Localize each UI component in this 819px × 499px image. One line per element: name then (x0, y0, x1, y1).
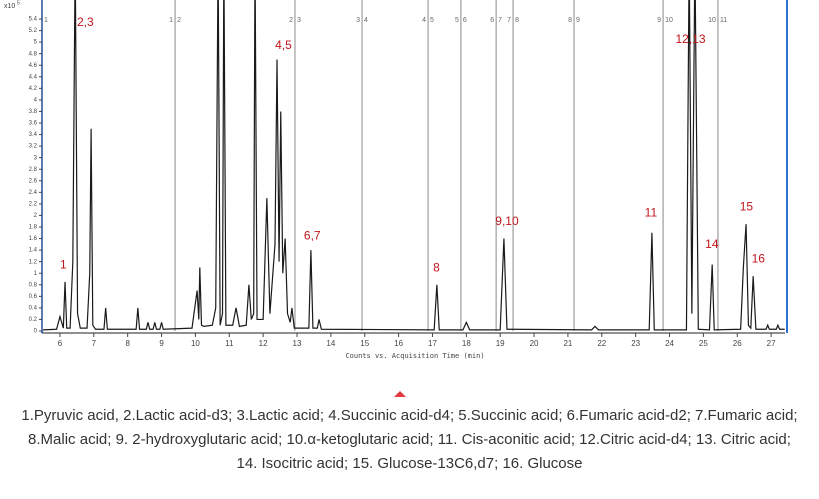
segment-label: 2 (177, 17, 181, 24)
x-tick-label: 15 (360, 339, 369, 348)
y-tick-label: 0.6 (29, 294, 38, 300)
peak-annotation: 14 (705, 237, 719, 251)
peak-annotation: 6,7 (304, 229, 321, 243)
peak-annotation: 8 (433, 260, 440, 274)
y-tick-label: 1.2 (29, 259, 38, 265)
x-tick-label: 8 (125, 339, 130, 348)
y-tick-label: 3 (34, 155, 38, 161)
y-tick-label: 0.4 (29, 305, 38, 311)
x-tick-label: 10 (191, 339, 200, 348)
y-tick-label: 5.2 (29, 28, 38, 34)
caption: 1.Pyruvic acid, 2.Lactic acid-d3; 3.Lact… (21, 407, 798, 472)
caption-marker (394, 391, 406, 397)
x-tick-label: 11 (225, 339, 234, 348)
x-tick-label: 9 (159, 339, 164, 348)
segment-label: 9 (576, 17, 580, 24)
y-tick-label: 2.2 (29, 201, 38, 207)
y-tick-label: 4.8 (29, 51, 38, 57)
segment-label: 5 (430, 17, 434, 24)
y-tick-label: 5 (34, 40, 38, 46)
trace (42, 0, 785, 331)
peak-annotation: 1 (60, 257, 67, 271)
peak-annotation: 9,10 (495, 214, 519, 228)
x-tick-label: 7 (92, 339, 97, 348)
x-tick-label: 13 (293, 339, 302, 348)
segment-label: 10 (665, 17, 673, 24)
y-tick-label: 3.2 (29, 144, 38, 150)
x-tick-label: 6 (58, 339, 63, 348)
segment-label: 9 (657, 17, 661, 24)
y-tick-label: 2.8 (29, 167, 38, 173)
x-tick-label: 17 (428, 339, 437, 348)
y-tick-label: 3.4 (29, 132, 38, 138)
x-tick-label: 24 (665, 339, 674, 348)
segment-label: 2 (289, 17, 293, 24)
x-tick-label: 14 (326, 339, 335, 348)
y-tick-label: 0.8 (29, 282, 38, 288)
peak-annotation: 2,3 (77, 15, 94, 29)
segment-label: 5 (455, 17, 459, 24)
segment-label: 6 (490, 17, 494, 24)
y-tick-label: 4.2 (29, 86, 38, 92)
y-tick-label: 4.4 (29, 74, 38, 80)
chart: x10 5 Counts vs. Acquisition Time (min) … (4, 0, 788, 397)
x-tick-label: 26 (733, 339, 742, 348)
peak-annotation: 15 (740, 200, 754, 214)
y-tick-label: 5.4 (29, 17, 38, 23)
x-tick-label: 25 (699, 339, 708, 348)
x-tick-label: 27 (767, 339, 776, 348)
y-tick-label: 2.4 (29, 190, 38, 196)
segment-label: 3 (356, 17, 360, 24)
y-tick-label: 4 (34, 97, 38, 103)
segment-label: 6 (463, 17, 467, 24)
x-axis-label: Counts vs. Acquisition Time (min) (345, 352, 484, 360)
y-tick-label: 1 (34, 271, 38, 277)
y-scale-base: x10 (4, 3, 15, 10)
x-tick-label: 22 (597, 339, 606, 348)
peak-annotation: 11 (645, 205, 658, 219)
x-tick-label: 21 (563, 339, 572, 348)
x-tick-label: 20 (530, 339, 539, 348)
y-tick-label: 3.6 (29, 121, 38, 127)
x-tick-label: 18 (462, 339, 471, 348)
y-tick-label: 2.6 (29, 178, 38, 184)
segment-label: 1 (44, 17, 48, 24)
x-tick-label: 12 (259, 339, 268, 348)
segment-label: 7 (498, 17, 502, 24)
segment-label: 4 (422, 17, 426, 24)
segment-label: 10 (708, 17, 716, 24)
y-tick-label: 0 (34, 329, 38, 335)
segment-label: 8 (515, 17, 519, 24)
segment-label: 8 (568, 17, 572, 24)
x-tick-label: 16 (394, 339, 403, 348)
x-tick-label: 19 (496, 339, 505, 348)
segment-label: 3 (297, 17, 301, 24)
segment-label: 7 (507, 17, 511, 24)
peak-annotation: 16 (752, 252, 766, 266)
peak-annotation: 12,13 (676, 32, 706, 46)
y-tick-label: 3.8 (29, 109, 38, 115)
y-scale-exponent: 5 (17, 0, 20, 6)
segment-label: 1 (169, 17, 173, 24)
y-tick-label: 0.2 (29, 317, 38, 323)
segment-label: 4 (364, 17, 368, 24)
peak-annotation: 4,5 (275, 38, 292, 52)
y-tick-label: 1.4 (29, 248, 38, 254)
y-tick-label: 1.6 (29, 236, 38, 242)
x-tick-label: 23 (631, 339, 640, 348)
y-tick-label: 1.8 (29, 225, 38, 231)
y-tick-label: 2 (34, 213, 38, 219)
y-tick-label: 4.6 (29, 63, 38, 69)
segment-label: 11 (720, 17, 727, 24)
